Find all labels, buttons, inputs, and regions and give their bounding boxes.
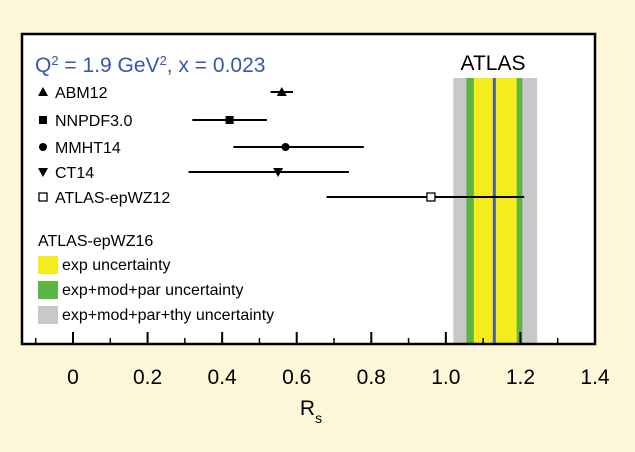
band-legend-label: exp+mod+par+thy uncertainty — [62, 307, 274, 324]
band-legend-swatch — [38, 306, 58, 324]
data-point — [273, 168, 284, 177]
title-part: Q — [35, 54, 51, 77]
legend-marker — [39, 116, 47, 124]
legend-marker — [38, 168, 48, 177]
x-axis-label: Rs — [300, 397, 322, 426]
title-part: = 1.9 GeV — [59, 54, 160, 77]
series-label: ATLAS-epWZ12 — [55, 190, 170, 207]
x-tick-label: 0.2 — [133, 366, 162, 389]
band-legend-title: ATLAS-epWZ16 — [38, 233, 153, 250]
x-tick-label: 0.4 — [208, 366, 238, 389]
legend-marker — [38, 192, 48, 202]
band-legend-swatch — [38, 281, 58, 299]
x-tick-label: 1.2 — [506, 366, 535, 389]
series-label: MMHT14 — [55, 140, 121, 157]
x-label-sub: s — [315, 410, 322, 426]
x-tick-label: 0 — [67, 366, 79, 389]
data-point — [225, 116, 234, 124]
data-point — [426, 192, 436, 202]
data-point — [276, 87, 287, 96]
band-legend-label: exp uncertainty — [62, 257, 171, 274]
series-label: CT14 — [55, 165, 94, 182]
band-legend-swatch — [38, 256, 58, 274]
series-label: NNPDF3.0 — [55, 113, 132, 130]
series-label: ABM12 — [55, 85, 108, 102]
experiment-label: ATLAS — [461, 52, 526, 75]
chart-title: Q2 = 1.9 GeV2, x = 0.023 — [35, 53, 265, 78]
x-tick-label: 0.6 — [282, 366, 311, 389]
title-part: , x = 0.023 — [167, 54, 266, 77]
plot-frame — [20, 32, 597, 346]
x-tick-label: 1.4 — [580, 366, 610, 389]
x-tick-label: 1.0 — [431, 366, 460, 389]
x-tick-label: 0.8 — [357, 366, 386, 389]
title-part: 2 — [160, 53, 167, 68]
title-part: 2 — [51, 53, 58, 68]
band-legend-label: exp+mod+par uncertainty — [62, 282, 243, 299]
legend-marker — [39, 143, 47, 151]
legend-marker — [38, 87, 48, 96]
data-point — [281, 143, 290, 151]
x-label-main: R — [300, 397, 315, 420]
